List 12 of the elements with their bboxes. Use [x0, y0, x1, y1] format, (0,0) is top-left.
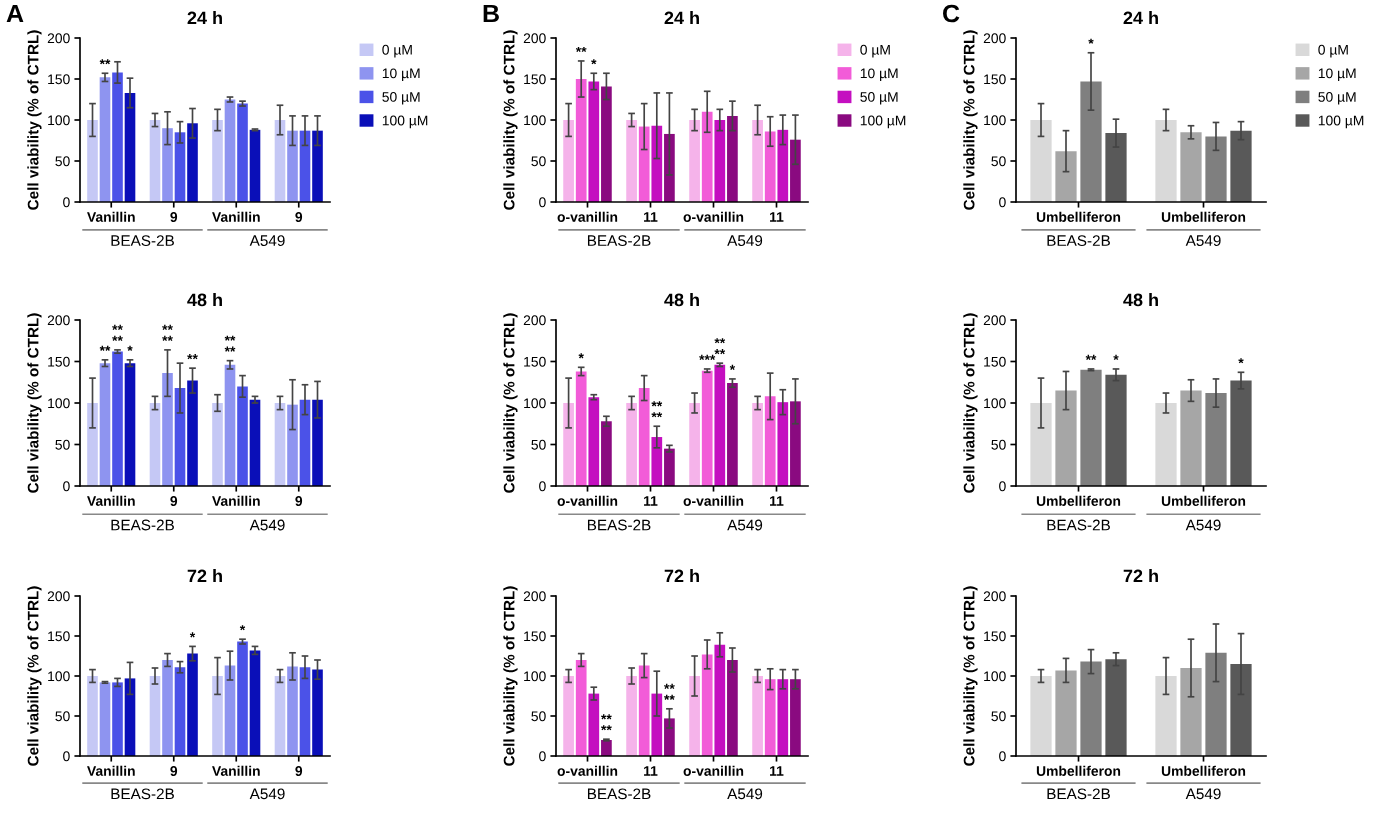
chart-title: 48 h [1123, 293, 1158, 307]
text: B [483, 4, 499, 23]
chart-title: 72 h [187, 569, 222, 583]
chart-title: 24 h [664, 11, 699, 25]
chart-title: 48 h [664, 293, 699, 307]
chart-title: 48 h [187, 293, 222, 307]
text: A [6, 4, 24, 23]
chart-title: 72 h [664, 569, 699, 583]
chart-title: 72 h [1123, 569, 1158, 583]
text: C [943, 4, 960, 23]
chart-title: 24 h [187, 11, 222, 25]
chart-title: 24 h [1123, 11, 1158, 25]
